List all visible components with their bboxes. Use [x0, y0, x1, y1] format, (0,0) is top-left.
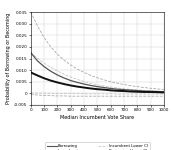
Y-axis label: Probability of Borrowing or Becoming: Probability of Borrowing or Becoming	[6, 13, 11, 104]
X-axis label: Median Incumbent Vote Share: Median Incumbent Vote Share	[60, 115, 135, 120]
Legend: Borrowing, Incumbent, Borrowing Lower CI, Incumbent Lower CI, Borrowing Upper CI: Borrowing, Incumbent, Borrowing Lower CI…	[45, 142, 150, 150]
